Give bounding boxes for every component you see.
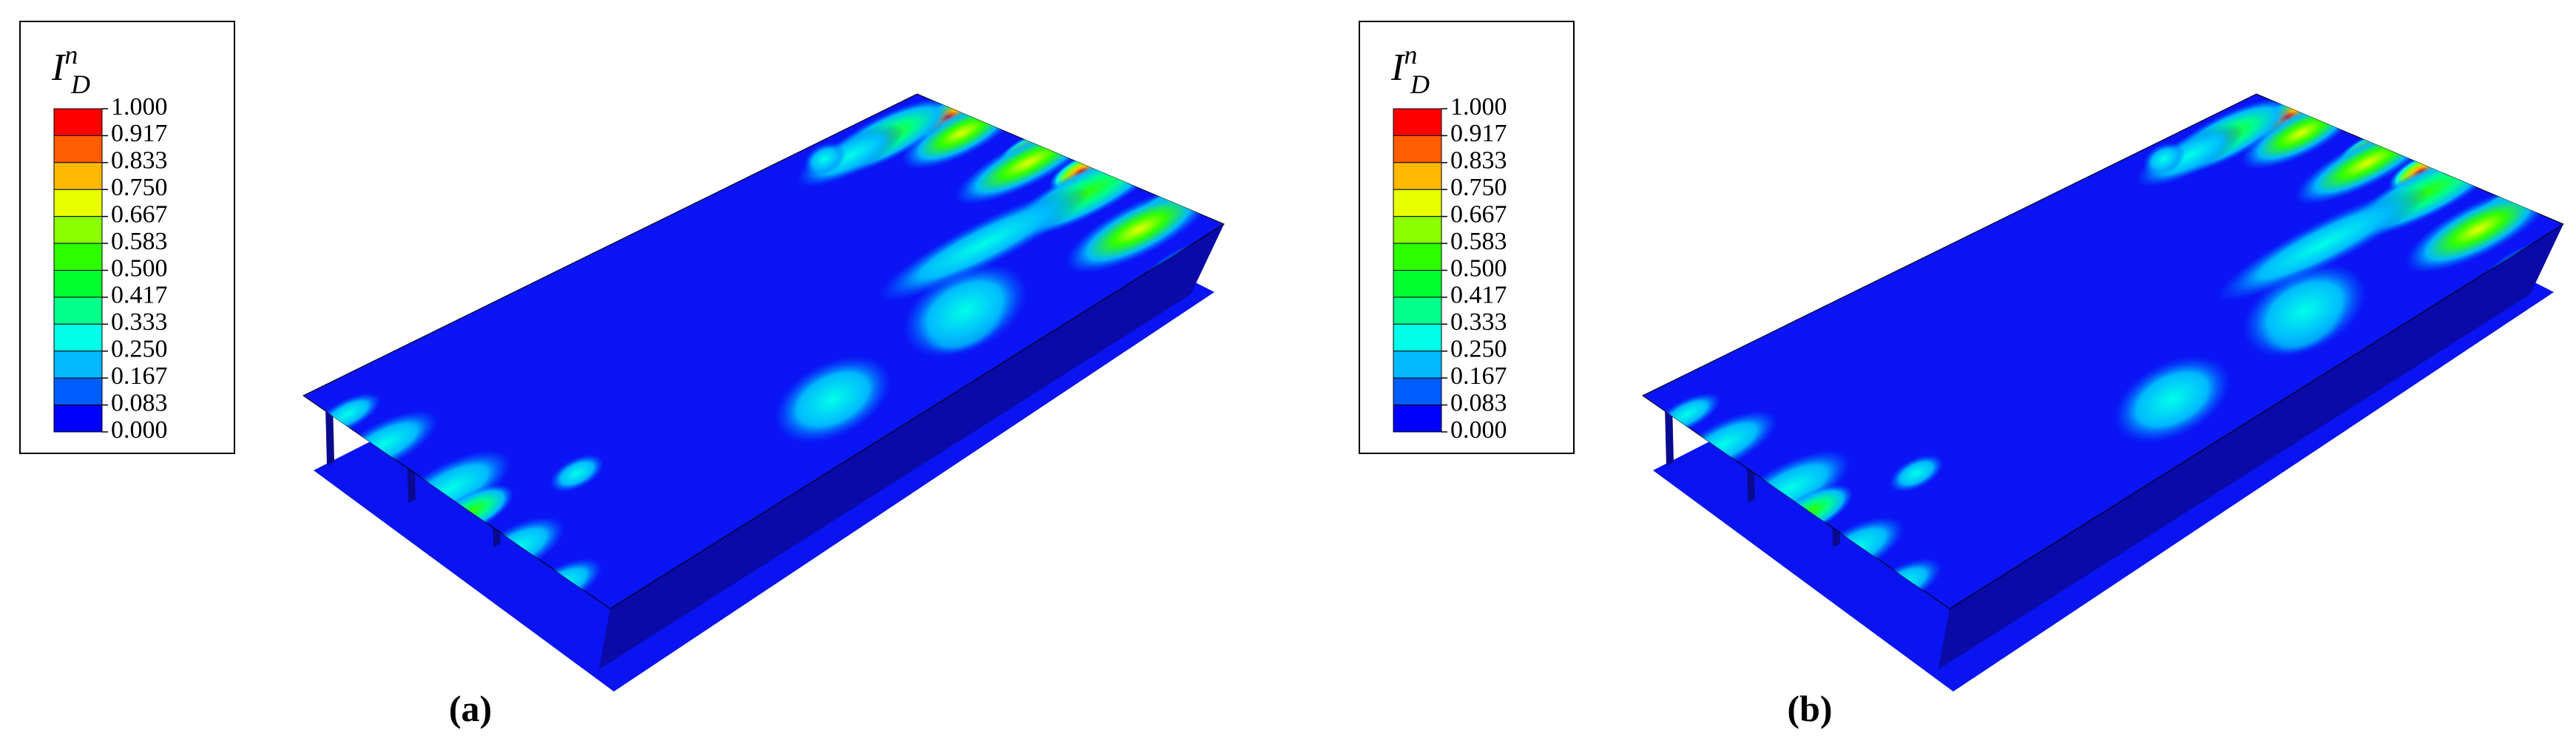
legend-swatch — [1393, 297, 1442, 325]
web — [325, 403, 334, 466]
legend-label: 0.167 — [111, 362, 168, 390]
legend-label: 0.917 — [111, 120, 168, 147]
legend-swatch — [1393, 216, 1442, 244]
legend-swatch — [1393, 377, 1442, 406]
legend-swatch — [1393, 162, 1442, 190]
legend-label: 0.333 — [111, 308, 168, 336]
legend-label: 1.000 — [1450, 93, 1507, 121]
legend-swatch — [1393, 405, 1442, 433]
contour-spot — [2113, 356, 2231, 443]
title-sub: D — [70, 70, 90, 99]
legend-swatch — [1393, 189, 1442, 217]
contour-spot — [803, 142, 846, 176]
panel: In D1.0000.9170.8330.7500.6670.5830.5000.… — [1359, 21, 2565, 729]
legend-title: In D — [1390, 40, 1430, 99]
legend-label: 0.083 — [1450, 389, 1507, 416]
legend-label: 0.833 — [1450, 147, 1507, 175]
legend-label: 0.333 — [1450, 308, 1507, 336]
legend-label: 0.417 — [111, 282, 168, 309]
contour-spot — [1065, 186, 1213, 273]
legend-swatch — [53, 162, 103, 190]
title-sub: D — [1410, 70, 1430, 99]
panel-label: (a) — [449, 688, 492, 729]
legend-label: 0.417 — [1450, 282, 1507, 309]
legend-label: 0.583 — [111, 228, 168, 255]
legend-swatch — [53, 405, 103, 433]
contour-spot — [2242, 263, 2367, 358]
legend-swatch — [53, 243, 103, 271]
legend-label: 0.500 — [111, 254, 168, 282]
legend-swatch — [1393, 351, 1442, 379]
legend-swatch — [1393, 270, 1442, 298]
legend-label: 0.083 — [111, 389, 168, 416]
web-side — [1938, 224, 2563, 669]
web-side — [599, 224, 1224, 669]
contour-spot — [550, 454, 604, 493]
title-base: I — [51, 47, 67, 89]
legend-swatch — [1393, 108, 1442, 136]
legend-swatch — [53, 351, 103, 379]
legend-label: 0.833 — [111, 147, 168, 175]
legend-label: 0.250 — [111, 336, 168, 363]
legend-swatch — [53, 323, 103, 352]
legend-label: 0.583 — [1450, 228, 1507, 255]
legend-label: 0.667 — [111, 200, 168, 228]
contour-spot — [903, 263, 1027, 358]
legend-label: 0.917 — [1450, 120, 1507, 147]
legend-swatch — [53, 377, 103, 406]
legend-swatch — [53, 108, 103, 136]
legend-swatch — [53, 189, 103, 217]
legend-label: 0.750 — [1450, 174, 1507, 201]
legend-swatch — [1393, 135, 1442, 163]
contour-spot — [2404, 186, 2552, 273]
title-base: I — [1390, 47, 1406, 89]
legend-swatch — [1393, 323, 1442, 352]
legend-label: 0.667 — [1450, 200, 1507, 228]
legend-label: 0.250 — [1450, 336, 1507, 363]
title-sup: n — [64, 40, 78, 70]
legend-label: 0.750 — [111, 174, 168, 201]
panel-label: (b) — [1787, 688, 1832, 729]
contour-spot — [2217, 186, 2430, 302]
contour-spot — [2143, 142, 2185, 176]
contour-spot — [877, 186, 1090, 302]
contour-spot — [774, 356, 892, 443]
contour-spot — [1889, 454, 1944, 493]
legend-label: 0.000 — [111, 416, 168, 444]
web — [1665, 403, 1674, 466]
legend-swatch — [53, 135, 103, 163]
legend-label: 0.500 — [1450, 254, 1507, 282]
panel: In D1.0000.9170.8330.7500.6670.5830.5000.… — [19, 21, 1226, 729]
legend-label: 0.000 — [1450, 416, 1507, 444]
legend-label: 1.000 — [111, 93, 168, 121]
legend-swatch — [1393, 243, 1442, 271]
legend-swatch — [53, 297, 103, 325]
legend-title: In D — [51, 40, 90, 99]
title-sup: n — [1404, 40, 1417, 70]
legend-swatch — [53, 216, 103, 244]
legend-swatch — [53, 270, 103, 298]
legend-label: 0.167 — [1450, 362, 1507, 390]
